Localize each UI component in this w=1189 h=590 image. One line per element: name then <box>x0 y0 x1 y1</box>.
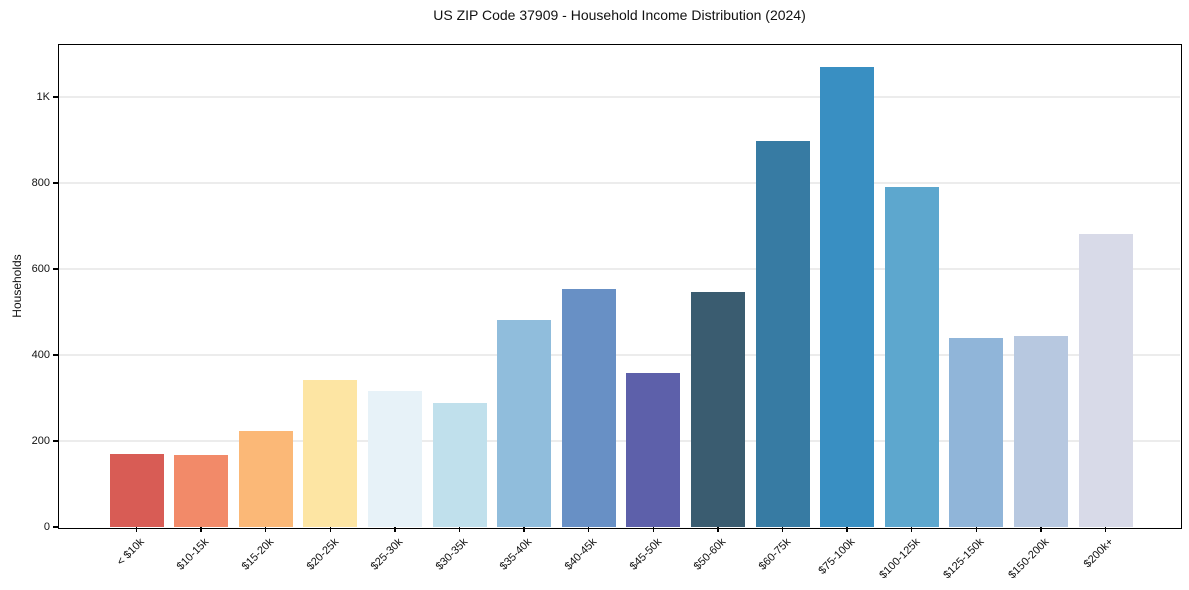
y-tick-label: 0 <box>43 521 50 533</box>
y-tick-label: 800 <box>31 177 50 190</box>
y-tick-mark <box>53 440 58 442</box>
x-tick-label: $150-200k <box>1006 536 1052 582</box>
bar <box>949 337 1004 527</box>
y-tick-mark <box>53 354 58 356</box>
bar <box>432 402 487 527</box>
x-tick-mark <box>523 527 525 532</box>
x-tick-mark <box>975 527 977 532</box>
y-gridline <box>59 268 1180 270</box>
x-tick-mark <box>846 527 848 532</box>
chart-title: US ZIP Code 37909 - Household Income Dis… <box>433 7 806 23</box>
x-tick-label: $30-35k <box>433 536 470 573</box>
x-tick-mark <box>458 527 461 532</box>
x-tick-label: < $10k <box>114 536 147 569</box>
x-tick-mark <box>652 527 654 532</box>
bar <box>884 187 939 527</box>
y-gridline <box>59 96 1180 98</box>
x-tick-mark <box>135 527 138 532</box>
y-gridline <box>59 440 1180 442</box>
bar <box>174 454 229 527</box>
bar <box>303 380 358 527</box>
x-tick-mark <box>717 527 719 532</box>
bar <box>238 430 293 527</box>
x-tick-mark <box>911 527 913 532</box>
y-tick-label: 200 <box>31 435 50 447</box>
x-tick-mark <box>265 527 267 532</box>
x-tick-mark <box>394 527 396 532</box>
y-gridline <box>59 354 1180 356</box>
bar <box>1078 234 1133 527</box>
x-tick-mark <box>1040 527 1042 532</box>
y-tick-label: 1K <box>36 91 50 104</box>
y-tick-label: 600 <box>31 263 50 276</box>
x-tick-label: $25-30k <box>368 536 406 573</box>
y-tick-mark <box>53 268 58 270</box>
bar <box>497 320 552 527</box>
x-tick-mark <box>1104 527 1107 532</box>
y-tick-mark <box>53 526 58 528</box>
y-tick-mark <box>53 182 58 184</box>
bar <box>109 453 164 527</box>
x-tick-mark <box>781 527 784 532</box>
x-tick-label: $100-125k <box>876 536 923 582</box>
bar <box>1013 335 1068 527</box>
y-tick-label: 400 <box>31 349 50 361</box>
y-gridline <box>59 182 1180 184</box>
bar <box>561 289 616 527</box>
x-tick-label: $125-150k <box>941 536 987 582</box>
x-tick-mark <box>200 527 202 532</box>
y-tick-mark <box>53 96 58 98</box>
bar <box>690 292 745 527</box>
x-tick-label: $45-50k <box>627 536 664 573</box>
x-tick-label: $40-45k <box>562 536 600 573</box>
x-tick-label: $60-75k <box>756 536 793 573</box>
x-tick-label: $200k+ <box>1081 536 1116 571</box>
x-tick-mark <box>588 527 590 532</box>
x-tick-mark <box>329 527 331 532</box>
bar <box>820 66 875 527</box>
x-tick-label: $20-25k <box>304 536 341 573</box>
x-tick-label: $50-60k <box>691 536 729 573</box>
bar <box>755 141 810 527</box>
x-tick-label: $15-20k <box>239 536 277 573</box>
x-tick-label: $35-40k <box>497 536 535 573</box>
plot-area <box>59 45 1180 527</box>
x-tick-label: $75-100k <box>816 536 858 577</box>
bar <box>626 372 681 527</box>
bar <box>367 390 422 527</box>
x-tick-label: $10-15k <box>174 536 212 573</box>
